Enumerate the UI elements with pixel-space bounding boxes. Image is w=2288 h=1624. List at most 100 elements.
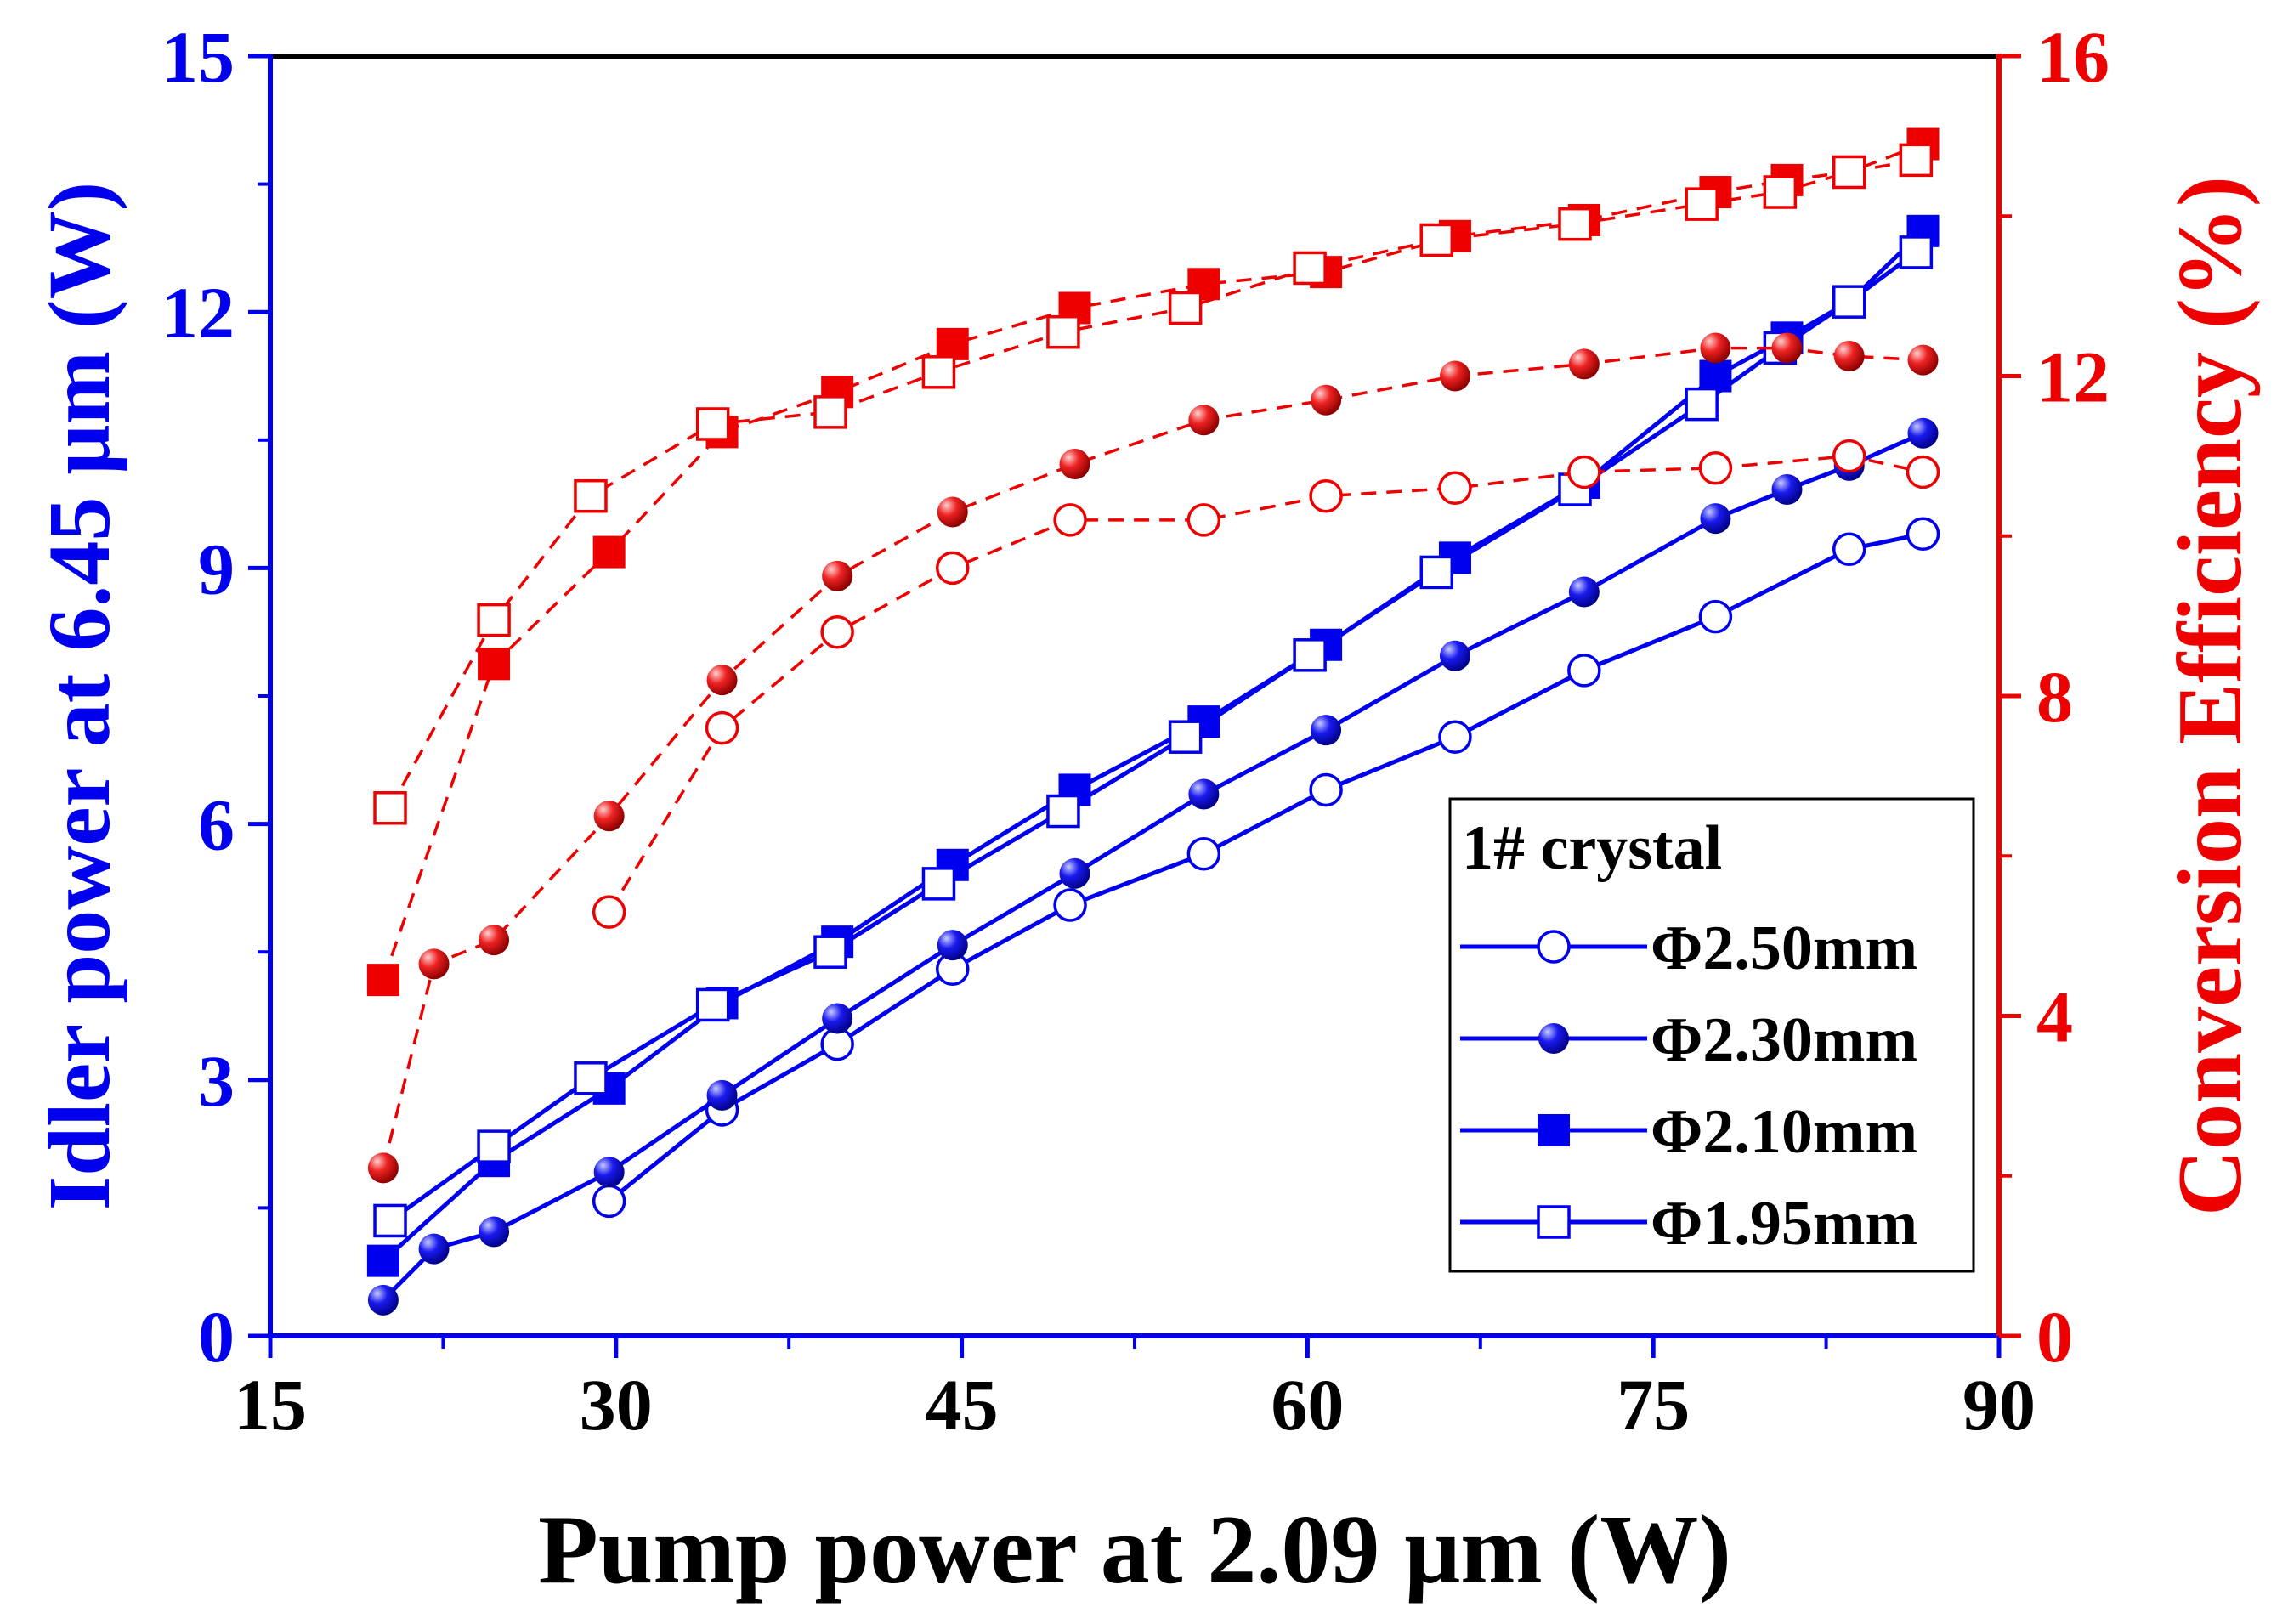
series-7-1-95mm-efficiency xyxy=(373,143,1934,825)
data-point-2-30mm-4 xyxy=(706,1079,738,1111)
data-point-2-30mm-efficiency-13 xyxy=(1771,332,1803,364)
data-point-2-50mm-efficiency-3 xyxy=(936,551,970,586)
legend-marker-1-95mm xyxy=(1537,1205,1571,1239)
data-point-2-10mm-efficiency-0 xyxy=(366,964,399,997)
x-tick-label-75: 75 xyxy=(1617,1364,1690,1446)
data-point-1-95mm-efficiency-2 xyxy=(574,478,608,513)
data-point-2-30mm-12 xyxy=(1700,503,1731,535)
series-4-2-50mm-efficiency xyxy=(592,439,1940,929)
data-point-2-50mm-efficiency-2 xyxy=(820,614,854,649)
data-point-2-30mm-efficiency-9 xyxy=(1311,384,1342,416)
data-point-1-95mm-5 xyxy=(921,867,956,901)
data-point-2-30mm-efficiency-5 xyxy=(822,560,853,591)
data-point-1-95mm-efficiency-14 xyxy=(1899,143,1934,178)
data-point-1-95mm-9 xyxy=(1419,555,1454,590)
data-point-2-50mm-5 xyxy=(1186,836,1221,871)
data-point-2-30mm-6 xyxy=(937,930,968,961)
y-left-tick-label-9: 9 xyxy=(198,528,235,609)
data-point-2-50mm-10 xyxy=(1832,532,1866,567)
data-point-1-95mm-efficiency-11 xyxy=(1685,187,1719,221)
data-point-1-95mm-efficiency-12 xyxy=(1763,175,1798,209)
legend-marker-2-10mm xyxy=(1538,1114,1570,1146)
x-tick-label-30: 30 xyxy=(580,1364,653,1446)
data-point-1-95mm-7 xyxy=(1168,720,1203,754)
legend: 1# crystal Φ2.50mm Φ2.30mm Φ2.10mm Φ1.95mm xyxy=(1448,797,1975,1273)
data-point-2-30mm-1 xyxy=(418,1233,450,1265)
data-point-2-50mm-efficiency-7 xyxy=(1438,471,1472,506)
y-left-tick-label-6: 6 xyxy=(198,784,235,866)
y-left-tick-label-12: 12 xyxy=(161,272,235,354)
data-point-2-30mm-efficiency-2 xyxy=(479,925,510,956)
data-point-2-30mm-5 xyxy=(822,1003,853,1034)
data-point-2-30mm-efficiency-8 xyxy=(1188,405,1220,436)
data-point-1-95mm-11 xyxy=(1685,387,1719,422)
y-right-tick-label-16: 16 xyxy=(2036,16,2110,98)
x-tick-label-90: 90 xyxy=(1962,1364,2036,1446)
data-point-1-95mm-14 xyxy=(1899,235,1934,269)
legend-entry-2-30mm: Φ2.30mm xyxy=(1460,1005,1917,1075)
data-point-2-30mm-efficiency-1 xyxy=(418,948,450,980)
data-point-2-50mm-efficiency-8 xyxy=(1567,455,1601,489)
data-point-1-95mm-8 xyxy=(1293,638,1327,672)
data-point-2-30mm-efficiency-3 xyxy=(593,801,625,832)
legend-marker-2-30mm xyxy=(1538,1023,1569,1054)
data-point-2-50mm-efficiency-6 xyxy=(1309,478,1343,513)
y-right-tick-label-8: 8 xyxy=(2036,656,2073,738)
data-point-1-95mm-efficiency-8 xyxy=(1293,251,1327,286)
data-point-1-95mm-efficiency-9 xyxy=(1419,223,1454,257)
data-point-1-95mm-4 xyxy=(813,935,847,969)
data-point-2-50mm-11 xyxy=(1906,517,1940,551)
data-point-2-50mm-0 xyxy=(592,1184,626,1219)
data-point-2-30mm-13 xyxy=(1771,474,1803,506)
data-point-2-30mm-2 xyxy=(479,1216,510,1248)
data-point-2-30mm-0 xyxy=(367,1284,399,1316)
legend-box xyxy=(1448,797,1975,1273)
data-point-2-10mm-efficiency-5 xyxy=(936,327,969,360)
data-point-1-95mm-efficiency-0 xyxy=(373,791,407,825)
data-point-2-30mm-efficiency-11 xyxy=(1568,348,1600,380)
data-point-2-10mm-0 xyxy=(366,1244,399,1277)
data-point-2-10mm-efficiency-6 xyxy=(1058,291,1091,325)
data-point-2-30mm-efficiency-14 xyxy=(1833,340,1865,371)
data-point-1-95mm-efficiency-1 xyxy=(477,603,511,637)
data-point-2-30mm-3 xyxy=(593,1157,625,1188)
legend-entry-2-10mm: Φ2.10mm xyxy=(1460,1097,1917,1167)
data-point-2-50mm-8 xyxy=(1567,654,1601,688)
x-axis-title: Pump power at 2.09 μm (W) xyxy=(538,1496,1731,1604)
series-1-2-30mm xyxy=(367,417,1939,1316)
data-point-1-95mm-efficiency-4 xyxy=(813,395,847,429)
data-point-2-50mm-efficiency-1 xyxy=(705,710,739,745)
data-point-2-50mm-9 xyxy=(1698,599,1733,634)
data-point-2-30mm-11 xyxy=(1568,576,1600,608)
data-point-2-30mm-7 xyxy=(1059,857,1090,889)
y-left-tick-label-15: 15 xyxy=(161,16,235,98)
data-point-1-95mm-1 xyxy=(477,1129,511,1163)
x-tick-label-15: 15 xyxy=(234,1364,307,1446)
axes-layer xyxy=(248,54,2021,1358)
data-point-2-10mm-efficiency-1 xyxy=(478,648,511,681)
data-point-2-10mm-9 xyxy=(1438,541,1471,574)
legend-title: 1# crystal xyxy=(1462,813,1722,883)
data-point-1-95mm-13 xyxy=(1832,285,1866,319)
data-point-2-50mm-efficiency-0 xyxy=(592,895,626,929)
series-5-2-30mm-efficiency xyxy=(367,332,1939,1184)
y-right-axis-title: Conversion Efficiency (%) xyxy=(2160,176,2261,1216)
legend-label-2-30mm: Φ2.30mm xyxy=(1651,1005,1917,1075)
data-point-2-30mm-15 xyxy=(1907,417,1939,449)
data-point-1-95mm-efficiency-13 xyxy=(1832,155,1866,190)
series-3-1-95mm xyxy=(373,235,1934,1238)
data-point-1-95mm-3 xyxy=(695,987,730,1022)
data-point-2-30mm-8 xyxy=(1188,778,1220,810)
data-point-2-50mm-6 xyxy=(1309,772,1343,807)
data-point-2-50mm-efficiency-9 xyxy=(1698,450,1733,485)
data-point-2-50mm-efficiency-5 xyxy=(1186,503,1221,537)
data-point-2-30mm-10 xyxy=(1439,640,1470,671)
series-line-2-30mm xyxy=(382,431,1924,1302)
series-line-2-50mm-efficiency xyxy=(608,454,1923,914)
legend-marker-2-50mm xyxy=(1537,930,1571,964)
y-right-tick-label-0: 0 xyxy=(2036,1296,2073,1378)
data-point-2-30mm-efficiency-15 xyxy=(1907,344,1939,376)
legend-label-2-10mm: Φ2.10mm xyxy=(1651,1097,1917,1167)
data-point-2-30mm-efficiency-12 xyxy=(1700,332,1731,364)
